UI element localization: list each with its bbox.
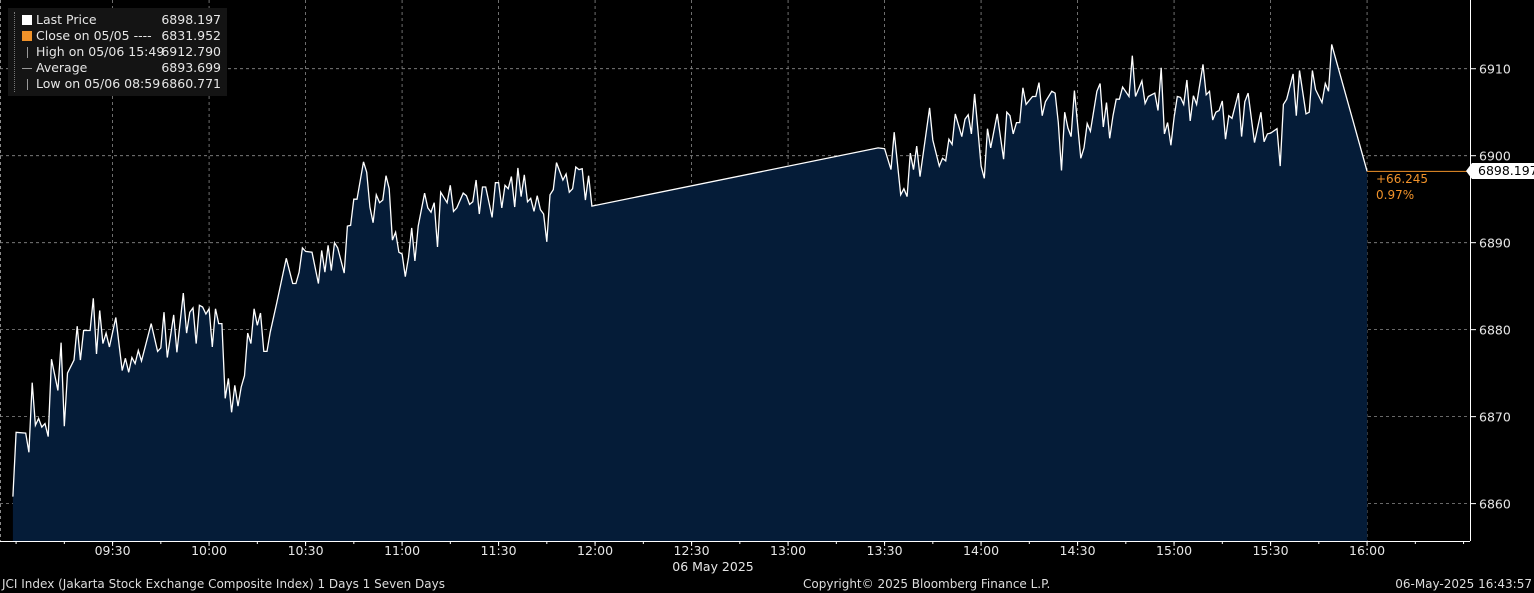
x-tick-label: 10:00 [191, 543, 228, 558]
footer-timestamp: 06-May-2025 16:43:57 [1395, 577, 1532, 591]
x-tick-label: 13:30 [866, 543, 903, 558]
legend-item-last-price[interactable]: Last Price 6898.197 [8, 12, 227, 28]
legend: Last Price 6898.197 Close on 05/05 ---- … [8, 8, 227, 96]
y-tick-label: 6900 [1479, 148, 1511, 164]
footer-security-description: JCI Index (Jakarta Stock Exchange Compos… [2, 577, 445, 591]
x-tick-label: 16:00 [1349, 543, 1386, 558]
x-tick-label: 09:30 [94, 543, 131, 558]
x-tick-label: 11:00 [384, 543, 421, 558]
y-tick-label: 6870 [1479, 409, 1511, 425]
white-square-icon [22, 15, 32, 25]
y-tick-label: 6910 [1479, 61, 1511, 77]
orange-square-icon [22, 31, 32, 41]
x-tick-label: 15:00 [1156, 543, 1193, 558]
legend-item-close[interactable]: Close on 05/05 ---- 6831.952 [8, 28, 227, 44]
legend-item-average[interactable]: Average 6893.699 [8, 60, 227, 76]
x-tick-label: 10:30 [287, 543, 324, 558]
legend-item-low[interactable]: Low on 05/06 08:59 6860.771 [8, 76, 227, 92]
x-tick-label: 13:00 [770, 543, 807, 558]
y-tick-label: 6890 [1479, 235, 1511, 251]
x-tick-label: 14:00 [963, 543, 1000, 558]
y-tick-label: 6880 [1479, 322, 1511, 338]
change-absolute: +66.245 [1376, 172, 1429, 186]
footer-copyright: Copyright© 2025 Bloomberg Finance L.P. [803, 577, 1051, 591]
x-tick-label: 12:00 [577, 543, 614, 558]
low-marker-icon [27, 79, 28, 90]
y-tick-label: 6860 [1479, 496, 1511, 512]
axes [0, 0, 1476, 546]
price-area [12, 44, 1368, 542]
x-tick-label: 15:30 [1252, 543, 1289, 558]
price-line [12, 44, 1368, 497]
average-marker-icon [22, 68, 32, 69]
x-tick-label: 11:30 [480, 543, 517, 558]
last-price-tag: 6898.197 [1466, 163, 1534, 180]
x-axis-date-label: 06 May 2025 [672, 559, 754, 574]
change-percent: 0.97% [1376, 188, 1415, 202]
x-tick-label: 14:30 [1059, 543, 1096, 558]
high-marker-icon [27, 47, 28, 58]
legend-item-high[interactable]: High on 05/06 15:49 6912.790 [8, 44, 227, 60]
x-tick-label: 12:30 [673, 543, 710, 558]
legend-tree-line [14, 12, 16, 92]
